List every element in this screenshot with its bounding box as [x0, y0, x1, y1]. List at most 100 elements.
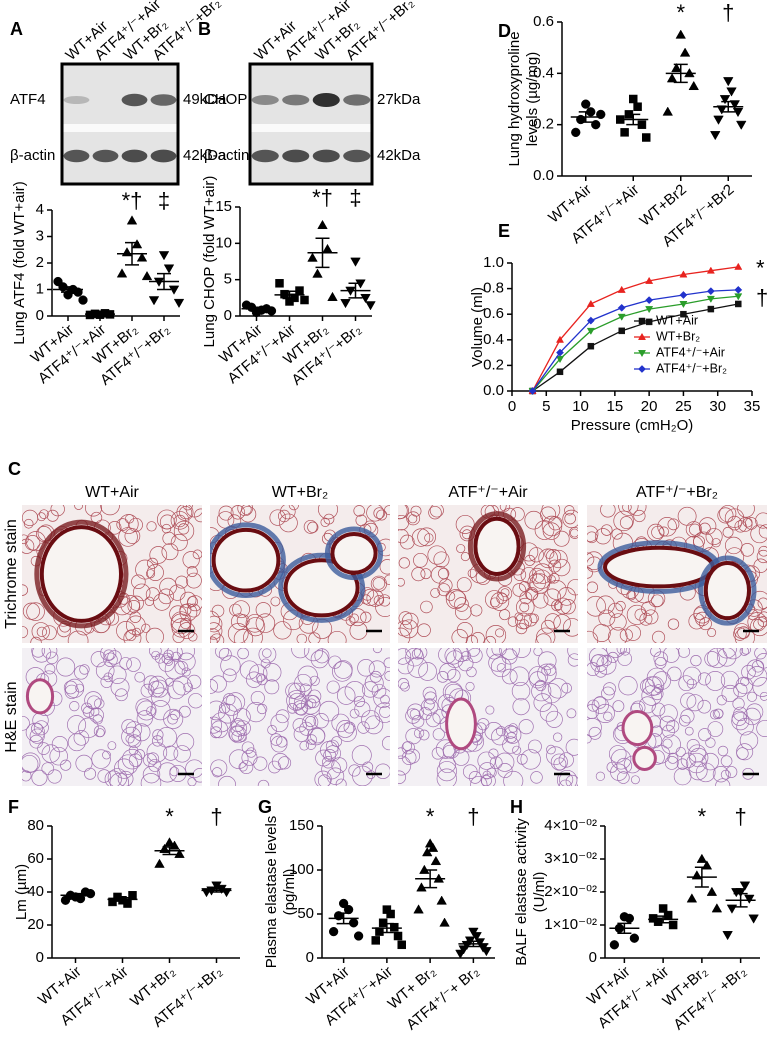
- point: [427, 842, 439, 852]
- alveolus: [140, 773, 162, 786]
- alveolus: [376, 538, 390, 557]
- alveolus: [587, 567, 593, 579]
- alveolus: [757, 616, 767, 627]
- alveolus: [610, 749, 632, 770]
- blot-band: [251, 149, 279, 163]
- point: [343, 904, 354, 915]
- point: [266, 306, 277, 316]
- point: [587, 342, 595, 350]
- alveolus: [345, 616, 356, 626]
- alveolus: [23, 518, 34, 529]
- blot-band: [63, 96, 90, 104]
- alveolus: [173, 514, 187, 528]
- alveolus: [287, 703, 298, 714]
- alveolus: [343, 721, 356, 734]
- blot-band: [312, 93, 340, 107]
- alveolus: [731, 712, 750, 731]
- alveolus: [372, 648, 383, 654]
- alveolus: [466, 666, 477, 678]
- alveolus: [686, 678, 697, 689]
- point: [116, 268, 128, 278]
- alveolus: [615, 600, 626, 612]
- point: [131, 239, 143, 249]
- error-bar: [61, 286, 75, 293]
- alveolus: [501, 648, 518, 665]
- blot-band: [251, 95, 279, 105]
- alveolus: [243, 627, 263, 643]
- alveolus: [97, 769, 111, 783]
- alveolus: [503, 726, 522, 744]
- point: [338, 898, 349, 909]
- alveolus: [747, 666, 767, 687]
- alveolus: [22, 625, 29, 639]
- alveolus: [250, 690, 265, 706]
- alveolus: [158, 655, 175, 672]
- point: [706, 287, 715, 296]
- tissue-background: [398, 648, 578, 786]
- alveolus: [121, 748, 143, 770]
- alveolus: [100, 675, 113, 688]
- alveolus: [210, 628, 221, 643]
- panel-letter: E: [498, 221, 510, 241]
- alveolus: [630, 775, 640, 785]
- alveolus: [372, 577, 386, 590]
- alveolus: [424, 691, 438, 705]
- alveolus: [116, 621, 136, 641]
- alveolus: [364, 673, 384, 693]
- point: [397, 940, 406, 950]
- alveolus: [125, 734, 135, 744]
- point: [675, 29, 686, 39]
- point: [136, 252, 148, 262]
- alveolus: [736, 743, 754, 761]
- point: [662, 106, 673, 116]
- alveolus: [210, 610, 220, 630]
- series-line: [532, 289, 739, 392]
- alveolus: [413, 648, 428, 660]
- alveolus: [398, 514, 410, 531]
- alveolus: [595, 771, 606, 781]
- alveolus: [515, 612, 532, 630]
- alveolus: [715, 778, 731, 786]
- alveolus: [667, 752, 679, 764]
- alveolus: [334, 660, 353, 679]
- alveolus: [309, 675, 320, 686]
- x-tick-label: 15: [607, 398, 624, 415]
- alveolus: [705, 528, 723, 546]
- point: [734, 285, 743, 294]
- point: [645, 276, 654, 284]
- alveolus: [65, 678, 85, 698]
- point: [586, 327, 595, 335]
- alveolus: [246, 747, 257, 758]
- alveolus: [616, 648, 627, 655]
- alveolus: [756, 652, 767, 669]
- alveolus: [145, 587, 160, 602]
- alveolus: [176, 648, 195, 661]
- alveolus: [666, 719, 680, 733]
- alveolus: [413, 727, 425, 739]
- point: [85, 310, 95, 320]
- airway-wall: [467, 511, 527, 582]
- point: [722, 931, 733, 941]
- histology-image: [587, 648, 767, 786]
- alveolus: [304, 700, 314, 710]
- alveolus: [303, 648, 323, 662]
- band-size: 27kDa: [377, 91, 421, 108]
- alveolus: [445, 591, 456, 602]
- alveolus: [485, 624, 507, 643]
- alveolus: [716, 648, 738, 659]
- alveolus: [373, 688, 390, 708]
- alveolus: [739, 648, 749, 656]
- alveolus: [100, 648, 117, 661]
- alveolus: [436, 768, 457, 786]
- airway: [703, 560, 752, 621]
- alveolus: [104, 770, 122, 786]
- error-bar: [125, 241, 139, 266]
- alveolus: [689, 747, 709, 768]
- alveolus: [657, 517, 677, 537]
- alveolus: [44, 663, 56, 675]
- alveolus: [161, 543, 179, 561]
- alveolus: [524, 510, 544, 530]
- alveolus: [547, 678, 569, 699]
- alveolus: [587, 525, 599, 542]
- alveolus: [688, 744, 707, 763]
